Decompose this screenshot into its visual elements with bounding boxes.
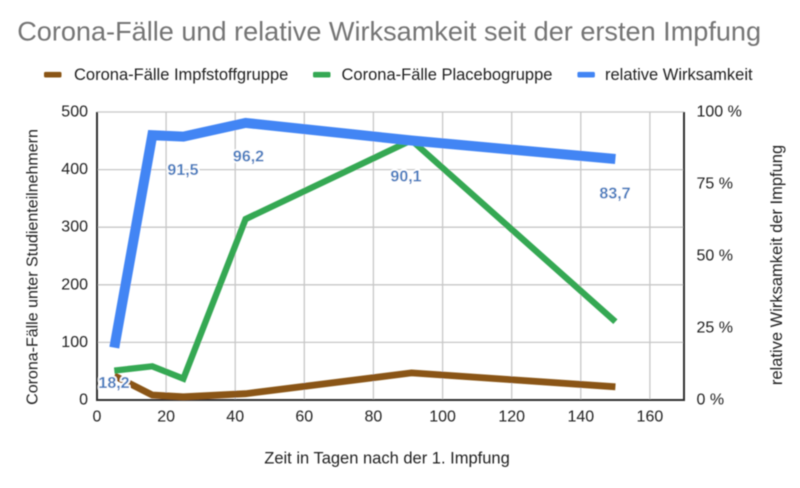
svg-text:160: 160	[637, 409, 664, 426]
svg-text:400: 400	[61, 161, 88, 178]
svg-text:91,5: 91,5	[167, 162, 198, 179]
svg-text:300: 300	[61, 219, 88, 236]
svg-text:20: 20	[157, 409, 175, 426]
svg-text:96,2: 96,2	[233, 149, 264, 166]
svg-text:100 %: 100 %	[697, 104, 742, 121]
svg-text:0: 0	[93, 409, 102, 426]
svg-text:40: 40	[226, 409, 244, 426]
svg-text:Corona-Fälle Impfstoffgruppe: Corona-Fälle Impfstoffgruppe	[74, 66, 288, 84]
svg-text:90,1: 90,1	[390, 169, 421, 186]
svg-text:120: 120	[498, 409, 525, 426]
svg-text:50 %: 50 %	[697, 248, 733, 265]
svg-text:relative Wirksamkeit der Impfu: relative Wirksamkeit der Impfung	[768, 145, 786, 385]
svg-text:0 %: 0 %	[697, 392, 725, 409]
svg-text:500: 500	[61, 104, 88, 121]
svg-text:Corona-Fälle und relative Wirk: Corona-Fälle und relative Wirksamkeit se…	[17, 16, 761, 47]
svg-text:83,7: 83,7	[599, 186, 630, 203]
svg-text:60: 60	[295, 409, 313, 426]
svg-text:75 %: 75 %	[697, 176, 733, 193]
svg-text:Corona-Fälle unter Studienteil: Corona-Fälle unter Studienteilnehmern	[25, 129, 42, 405]
svg-text:Zeit in Tagen nach der 1. Impf: Zeit in Tagen nach der 1. Impfung	[264, 450, 510, 468]
svg-text:80: 80	[365, 409, 383, 426]
svg-text:0: 0	[79, 392, 88, 409]
svg-text:18,2: 18,2	[98, 375, 129, 392]
svg-text:relative Wirksamkeit: relative Wirksamkeit	[605, 66, 753, 84]
svg-text:100: 100	[61, 334, 88, 351]
svg-text:25 %: 25 %	[697, 320, 733, 337]
svg-text:140: 140	[567, 409, 594, 426]
svg-text:Corona-Fälle Placebogruppe: Corona-Fälle Placebogruppe	[342, 66, 553, 84]
svg-text:200: 200	[61, 276, 88, 293]
svg-text:100: 100	[429, 409, 456, 426]
